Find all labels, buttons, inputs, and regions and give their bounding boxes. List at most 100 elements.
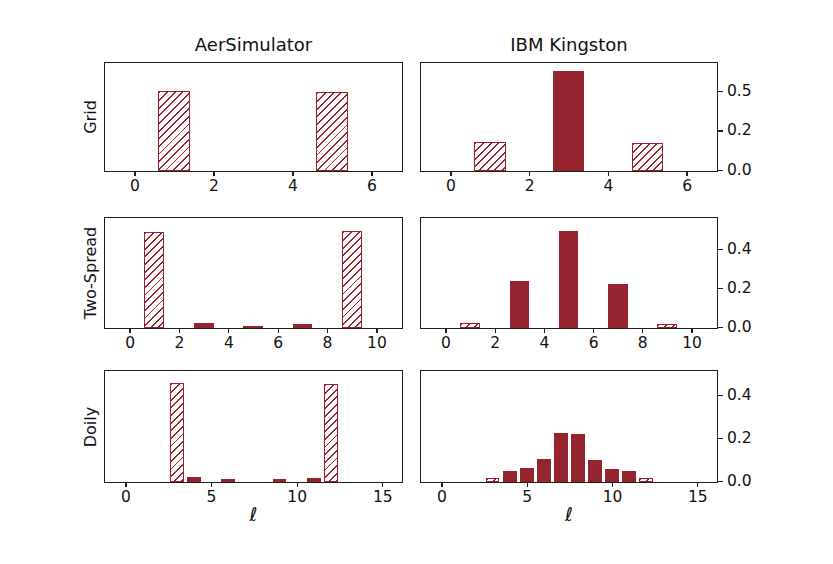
hatched-bar [144, 232, 164, 328]
figure: AerSimulator IBM Kingston Grid Two-Sprea… [0, 0, 833, 564]
bar [554, 433, 568, 482]
x-tick [213, 172, 214, 176]
x-tick [441, 483, 442, 487]
bar [571, 434, 585, 482]
x-tick-label: 2 [192, 177, 236, 195]
x-tick-label: 6 [256, 334, 300, 352]
x-tick-label: 6 [572, 334, 616, 352]
x-tick-label: 10 [591, 488, 635, 506]
y-tick [718, 438, 723, 439]
x-tick [608, 172, 609, 176]
x-tick [376, 329, 377, 333]
x-tick-label: 0 [104, 488, 148, 506]
x-tick-label: 0 [108, 334, 152, 352]
y-tick [718, 91, 723, 92]
x-tick [691, 329, 692, 333]
y-tick-label: 0.2 [727, 279, 752, 298]
y-tick [718, 395, 723, 396]
x-tick-label: 5 [190, 488, 234, 506]
y-tick [718, 170, 723, 171]
x-tick-label: 0 [420, 488, 464, 506]
x-tick-label: 15 [361, 488, 405, 506]
x-tick [686, 172, 687, 176]
x-axis-label: ℓ [104, 502, 403, 526]
x-tick-label: 4 [522, 334, 566, 352]
x-tick-label: 0 [424, 334, 468, 352]
hatched-bar [639, 478, 653, 482]
bar [622, 471, 636, 482]
x-tick [228, 329, 229, 333]
y-tick [718, 130, 723, 131]
bar [510, 281, 530, 328]
panel-grid-aersimulator [104, 62, 403, 172]
panel-two-spread-ibm-kingston [420, 217, 718, 329]
panel-two-spread-aersimulator [104, 217, 403, 329]
x-tick [125, 483, 126, 487]
x-tick-label: 8 [306, 334, 350, 352]
x-tick-label: 6 [665, 177, 709, 195]
x-tick-label: 0 [113, 177, 157, 195]
x-tick-label: 0 [429, 177, 473, 195]
x-tick [612, 483, 613, 487]
x-tick [134, 172, 135, 176]
x-tick [292, 172, 293, 176]
panel-doily-aersimulator [104, 370, 403, 483]
x-tick-label: 6 [350, 177, 394, 195]
x-tick-label: 4 [207, 334, 251, 352]
x-tick [527, 483, 528, 487]
column-title-ibm-kingston: IBM Kingston [420, 33, 718, 57]
x-tick-label: 4 [586, 177, 630, 195]
bar [307, 478, 321, 482]
x-axis-label: ℓ [420, 502, 718, 526]
row-label-grid: Grid [82, 100, 100, 134]
y-tick-label: 0.4 [727, 240, 752, 259]
x-tick [697, 483, 698, 487]
y-tick-label: 0.5 [727, 82, 752, 101]
hatched-bar [316, 92, 348, 171]
bar [273, 479, 287, 482]
bar [608, 284, 628, 328]
y-tick-label: 0.0 [727, 318, 752, 337]
x-tick [211, 483, 212, 487]
hatched-bar [486, 478, 500, 482]
x-tick [129, 329, 130, 333]
y-tick [718, 481, 723, 482]
x-tick-label: 5 [505, 488, 549, 506]
y-tick-label: 0.4 [727, 386, 752, 405]
x-tick [445, 329, 446, 333]
bar [243, 326, 263, 328]
bar [588, 460, 602, 482]
y-tick-label: 0.2 [727, 121, 752, 140]
x-tick-label: 10 [275, 488, 319, 506]
x-tick [593, 329, 594, 333]
x-tick-label: 10 [355, 334, 399, 352]
bar [293, 324, 313, 328]
hatched-bar [158, 91, 190, 171]
bar [187, 477, 201, 482]
bar [537, 459, 551, 482]
hatched-bar [632, 143, 663, 171]
x-tick-label: 2 [473, 334, 517, 352]
row-label-two-spread: Two-Spread [82, 227, 100, 319]
x-tick [450, 172, 451, 176]
bar [605, 469, 619, 482]
x-tick-label: 8 [621, 334, 665, 352]
x-tick-label: 2 [508, 177, 552, 195]
y-tick-label: 0.2 [727, 429, 752, 448]
bar [520, 468, 534, 482]
hatched-bar [342, 231, 362, 328]
hatched-bar [460, 323, 480, 328]
hatched-bar [324, 384, 338, 482]
bar [553, 71, 584, 171]
x-tick-label: 2 [157, 334, 201, 352]
y-tick [718, 288, 723, 289]
x-tick-label: 10 [670, 334, 714, 352]
x-tick [382, 483, 383, 487]
hatched-bar [170, 383, 184, 482]
bar [559, 231, 579, 329]
x-tick-label: 15 [676, 488, 720, 506]
x-tick [642, 329, 643, 333]
x-tick [297, 483, 298, 487]
x-tick-label: 4 [271, 177, 315, 195]
bar [194, 323, 214, 328]
